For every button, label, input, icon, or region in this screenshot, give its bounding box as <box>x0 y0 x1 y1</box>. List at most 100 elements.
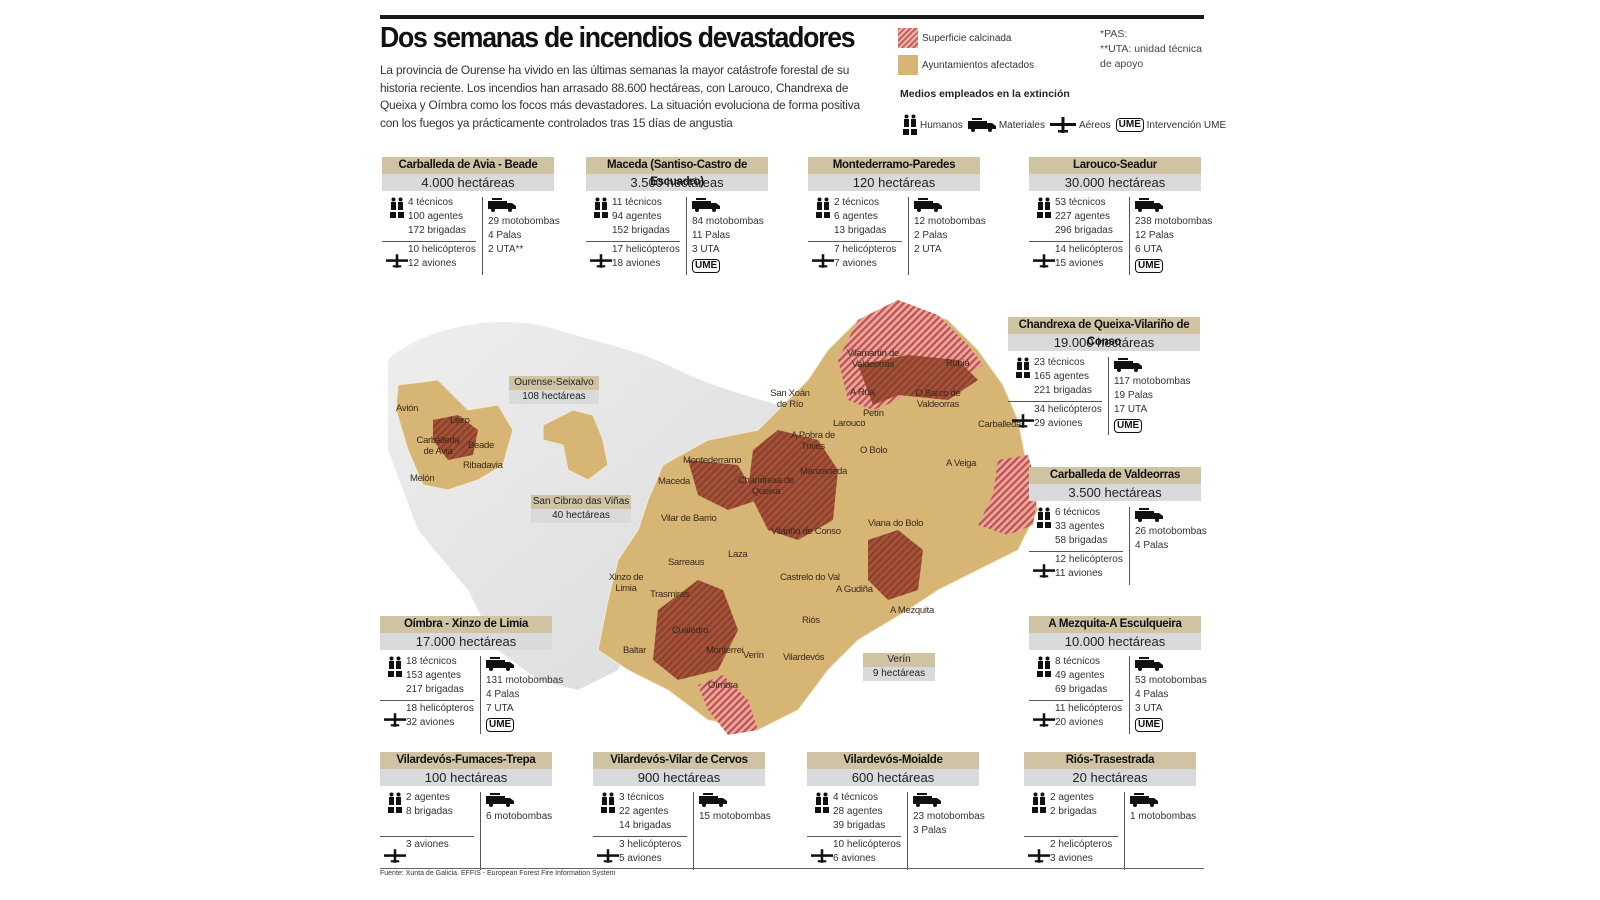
ume-badge-icon: UME <box>1135 259 1164 273</box>
note-uta: **UTA: unidad técnica de apoyo <box>1100 43 1202 70</box>
map-label: Vilariño de Conso <box>771 526 841 537</box>
medios-label: Aéreos <box>1078 119 1111 131</box>
map-label: O Barco de Valdeorras <box>915 388 961 410</box>
humans-line: 53 técnicos <box>1055 197 1106 208</box>
map-label: Larouco <box>833 418 866 429</box>
material-resources: 23 motobombas 3 Palas <box>913 810 985 838</box>
burned-swatch-icon <box>898 28 918 48</box>
card-body: 23 técnicos 165 agentes 221 brigadas 34 he… <box>1008 351 1228 435</box>
air-line: 12 aviones <box>408 258 457 269</box>
legend-item-municipalities: Ayuntamientos afectados <box>898 55 1034 75</box>
divider <box>382 241 476 242</box>
material-resources: 238 motobombas 12 Palas 6 UTA UME <box>1135 215 1212 273</box>
fire-truck-icon <box>913 793 941 807</box>
materials-line: 2 Palas <box>914 230 948 241</box>
air-line: 18 aviones <box>612 258 661 269</box>
map-label: Trasmiras <box>650 589 690 600</box>
card-title: Carballeda de Avia - Beade <box>382 157 554 174</box>
map-label: A Pobra de Trives <box>790 430 835 452</box>
map-label: Montederramo <box>683 455 742 466</box>
fire-card: Carballeda de Avia - Beade 4.000 hectáre… <box>382 157 602 275</box>
air-resources: 17 helicópteros 18 aviones <box>612 243 680 271</box>
human-resources: 2 agentes 8 brigadas <box>406 791 453 819</box>
materials-line: 19 Palas <box>1114 390 1153 401</box>
humans-line: 28 agentes <box>833 806 883 817</box>
humans-line: 6 técnicos <box>1055 507 1101 518</box>
map-label: A Rúa <box>850 387 875 398</box>
materials-line: 53 motobombas <box>1135 675 1207 686</box>
legend-item-burned: Superficie calcinada <box>898 28 1034 48</box>
air-line: 11 helicópteros <box>1055 703 1123 714</box>
air-line: 15 aviones <box>1055 258 1104 269</box>
card-area: 30.000 hectáreas <box>1029 174 1201 191</box>
air-line: 6 aviones <box>833 853 876 864</box>
materials-line: 84 motobombas <box>692 216 764 227</box>
humans-line: 165 agentes <box>1034 371 1090 382</box>
medios-label: Intervención UME <box>1146 119 1227 131</box>
air-line: 3 helicópteros <box>619 839 682 850</box>
card-area: 10.000 hectáreas <box>1029 633 1201 650</box>
material-resources: 131 motobombas 4 Palas 7 UTA UME <box>486 674 563 732</box>
plane-icon <box>384 849 406 863</box>
divider <box>907 792 908 870</box>
map-label: Melón <box>410 473 435 484</box>
materials-line: 11 Palas <box>692 230 731 241</box>
air-line: 5 aviones <box>619 853 662 864</box>
fire-truck-icon <box>486 657 514 671</box>
fire-truck-icon <box>692 198 720 212</box>
materials-line: 4 Palas <box>488 230 522 241</box>
footer-rule <box>380 868 1204 869</box>
air-line: 34 helicópteros <box>1034 404 1102 415</box>
card-area: 100 hectáreas <box>380 769 552 786</box>
map-box-san-cibrao: San Cibrao das Viñas 40 hectáreas <box>531 495 631 523</box>
materials-line: 6 motobombas <box>486 811 553 822</box>
medios-legend: Humanos Materiales Aéreos UME Intervenci… <box>903 114 1231 136</box>
map-label: Carballeda <box>978 419 1021 430</box>
material-resources: 84 motobombas 11 Palas 3 UTA UME <box>692 215 764 273</box>
medios-label: Materiales <box>998 119 1045 131</box>
materials-line: 6 UTA <box>1135 244 1163 255</box>
people-icon <box>815 792 829 813</box>
humans-line: 49 agentes <box>1055 670 1105 681</box>
people-icon <box>816 197 830 218</box>
map-box-name: San Cibrao das Viñas <box>531 495 631 509</box>
map-label: Laza <box>728 549 748 560</box>
materials-line: 238 motobombas <box>1135 216 1213 227</box>
divider <box>1029 241 1123 242</box>
humans-line: 2 agentes <box>1050 792 1094 803</box>
air-line: 17 helicópteros <box>612 244 680 255</box>
materials-line: 17 UTA <box>1114 404 1148 415</box>
materials-line: 15 motobombas <box>699 811 771 822</box>
materials-line: 3 Palas <box>913 825 947 836</box>
people-icon <box>390 197 404 218</box>
material-resources: 6 motobombas <box>486 810 552 824</box>
humans-line: 217 brigadas <box>406 684 464 695</box>
fire-truck-icon <box>967 118 996 132</box>
fire-card: Montederramo-Paredes 120 hectáreas 2 téc… <box>808 157 1028 275</box>
human-resources: 3 técnicos 22 agentes 14 brigadas <box>619 791 671 833</box>
people-icon <box>388 656 402 677</box>
air-line: 3 aviones <box>406 839 449 850</box>
fire-card: Oímbra - Xinzo de Limia 17.000 hectáreas… <box>380 616 600 734</box>
map-label: Rubiá <box>946 358 970 369</box>
map-label: Leiro <box>450 415 470 426</box>
divider <box>807 836 901 837</box>
air-line: 7 helicópteros <box>834 244 897 255</box>
air-line: 14 helicópteros <box>1055 244 1123 255</box>
map-label: A Gudiña <box>836 584 873 595</box>
material-resources: 53 motobombas 4 Palas 3 UTA UME <box>1135 674 1207 732</box>
map-label: San Xoán de Río <box>770 388 810 410</box>
air-resources: 10 helicópteros 12 aviones <box>408 243 476 271</box>
humans-line: 33 agentes <box>1055 521 1105 532</box>
fire-truck-icon <box>1135 657 1163 671</box>
material-resources: 117 motobombas 19 Palas 17 UTA UME <box>1114 375 1191 433</box>
humans-line: 22 agentes <box>619 806 669 817</box>
ume-badge-icon: UME <box>1135 718 1164 732</box>
divider <box>480 656 481 734</box>
card-title: Vilardevós-Vilar de Cervos <box>593 752 765 769</box>
card-title: Chandrexa de Queixa-Vilariño de Conso <box>1008 317 1200 348</box>
card-area: 3.500 hectáreas <box>1029 484 1201 501</box>
material-resources: 15 motobombas <box>699 810 771 824</box>
card-body: 8 técnicos 49 agentes 69 brigadas 11 helic… <box>1029 650 1249 734</box>
intro-text: La provincia de Ourense ha vivido en las… <box>380 63 860 130</box>
